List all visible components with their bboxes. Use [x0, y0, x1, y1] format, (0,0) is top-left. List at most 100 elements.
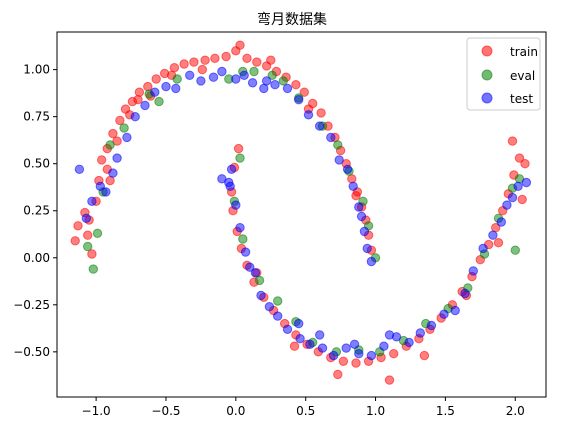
legend-label-eval: eval: [510, 69, 535, 83]
point-train-19: [189, 57, 199, 67]
point-test-21: [270, 80, 280, 90]
point-train-50: [233, 143, 244, 154]
point-test-75: [356, 211, 367, 222]
point-eval-12: [333, 140, 343, 150]
point-test-2: [87, 196, 97, 207]
legend: train eval test: [466, 37, 541, 111]
point-train-88: [289, 341, 300, 351]
point-train-30: [291, 80, 301, 90]
x-tick-label: −0.5: [151, 404, 180, 418]
point-train-4: [87, 249, 97, 259]
point-train-18: [179, 59, 189, 69]
point-test-28: [342, 164, 353, 175]
point-eval-0: [88, 264, 99, 274]
point-test-12: [171, 83, 181, 94]
point-train-94: [351, 191, 361, 201]
point-test-4: [101, 187, 111, 197]
x-tick-label: −1.0: [82, 404, 111, 418]
point-train-45: [112, 136, 122, 146]
point-test-46: [305, 339, 315, 349]
point-test-40: [250, 268, 261, 278]
point-train-89: [419, 350, 430, 361]
point-test-66: [513, 181, 523, 192]
point-train-22: [221, 51, 231, 62]
y-tick-label: 0.25: [23, 204, 50, 218]
point-train-25: [242, 53, 252, 63]
point-test-57: [439, 309, 449, 319]
point-eval-3: [105, 140, 115, 150]
point-test-63: [496, 217, 506, 227]
point-train-7: [97, 155, 107, 165]
point-test-25: [315, 121, 325, 131]
point-test-31: [359, 226, 370, 237]
point-test-3: [95, 181, 106, 192]
x-tick-label: 2.0: [506, 404, 525, 418]
x-tick-label: 0.0: [226, 404, 245, 418]
point-train-87: [333, 369, 343, 380]
ticks-layer: −1.0 −0.5 0.0 0.5 1.0 1.5 2.0 −0.50 −0.25 0.00 0.2…: [13, 63, 525, 418]
point-eval-1: [92, 228, 103, 239]
point-test-33: [366, 256, 377, 267]
point-train-66: [351, 358, 361, 368]
x-tick-label: 1.0: [366, 404, 385, 418]
y-tick-label: −0.25: [13, 298, 50, 312]
point-test-74: [224, 177, 234, 188]
y-tick-label: −0.50: [13, 345, 50, 359]
point-test-30: [354, 202, 364, 212]
point-test-17: [231, 74, 241, 84]
point-eval-39: [278, 76, 288, 86]
point-test-45: [295, 334, 305, 344]
point-test-47: [317, 343, 328, 353]
legend-label-train: train: [510, 45, 538, 59]
point-test-51: [366, 350, 377, 361]
point-test-22: [282, 83, 293, 94]
point-test-49: [341, 343, 351, 353]
point-test-70: [315, 330, 325, 340]
point-test-50: [354, 349, 364, 359]
watermark-text: CSDN @三五修: [452, 415, 545, 430]
point-test-8: [130, 112, 140, 122]
point-test-26: [326, 132, 336, 143]
point-train-24: [235, 40, 245, 50]
y-tick-label: 0.50: [23, 157, 50, 171]
point-test-27: [334, 155, 344, 165]
point-train-9: [108, 128, 118, 139]
point-test-23: [294, 95, 304, 105]
point-train-1: [73, 221, 83, 231]
point-eval-9: [267, 70, 277, 81]
point-eval-6: [172, 74, 182, 84]
point-test-72: [384, 330, 395, 340]
point-train-85: [507, 136, 518, 146]
plot-frame: [56, 31, 547, 398]
point-test-5: [108, 168, 118, 178]
point-test-73: [261, 76, 272, 86]
point-train-84: [520, 159, 530, 169]
point-train-10: [115, 115, 125, 126]
point-test-65: [507, 192, 518, 203]
point-train-91: [133, 95, 143, 105]
point-test-7: [122, 132, 132, 143]
point-test-64: [502, 200, 512, 210]
point-eval-20: [254, 275, 265, 286]
point-eval-36: [83, 241, 93, 252]
x-tick-label: 1.5: [436, 404, 455, 418]
point-test-48: [328, 350, 339, 361]
point-test-52: [379, 341, 389, 351]
point-test-9: [140, 100, 150, 111]
point-test-37: [235, 223, 245, 233]
legend-marker-test: [481, 92, 493, 104]
point-eval-8: [249, 66, 259, 77]
x-tick-label: 0.5: [296, 404, 315, 418]
point-train-97: [493, 238, 504, 248]
point-test-54: [404, 337, 414, 348]
legend-label-test: test: [510, 92, 533, 106]
point-eval-37: [154, 96, 164, 107]
point-train-65: [338, 356, 349, 366]
chart-title: 弯月数据集: [257, 11, 327, 28]
point-train-83: [514, 153, 525, 163]
point-train-69: [389, 349, 399, 359]
point-train-3: [83, 230, 93, 240]
point-train-33: [316, 108, 326, 118]
point-train-21: [210, 53, 220, 63]
points-layer: [70, 40, 532, 385]
